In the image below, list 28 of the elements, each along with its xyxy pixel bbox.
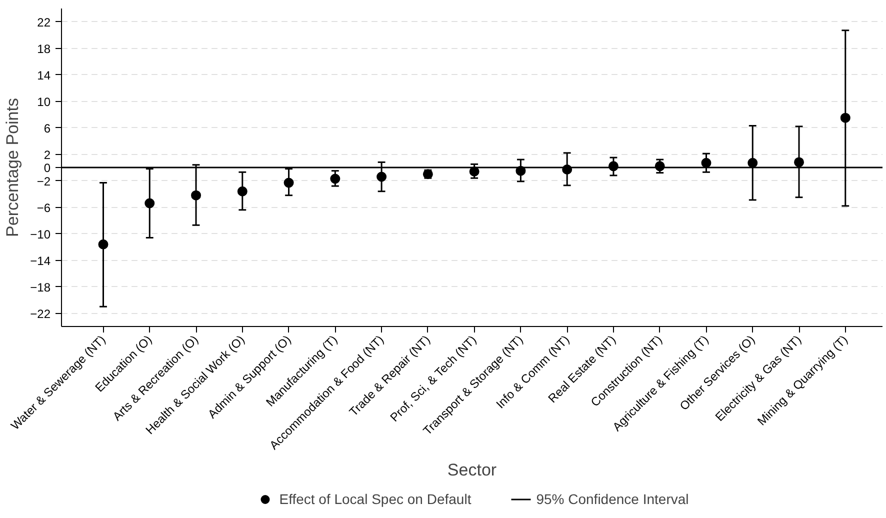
y-tick-label: 10 [37,94,51,109]
y-axis-title: Percentage Points [3,98,22,237]
point [330,174,340,184]
y-tick-label: −10 [30,227,51,242]
text: 95% Confidence Interval [536,491,689,507]
point [144,198,155,208]
point [748,158,758,168]
point [191,190,202,200]
y-tick-label: −2 [36,174,51,188]
x-axis-title: Sector [447,460,497,480]
y-tick-label: 0 [44,161,51,175]
y-tick-label: −14 [30,254,51,268]
y-tick-label: −6 [36,200,51,215]
y-tick-label: 2 [44,148,51,162]
legend-label: Effect of Local Spec on Default [279,491,472,507]
point [376,172,387,182]
point [701,158,712,168]
y-tick-label: −22 [30,306,51,321]
y-tick-label: 6 [44,121,51,136]
point [284,178,294,188]
point [98,239,108,250]
point [794,157,804,168]
y-tick-label: 14 [37,68,51,82]
y-tick-label: 22 [37,15,51,30]
y-tick-label: −18 [30,280,51,294]
y-tick-label: 18 [37,42,51,56]
point [840,112,850,123]
point [237,186,248,196]
